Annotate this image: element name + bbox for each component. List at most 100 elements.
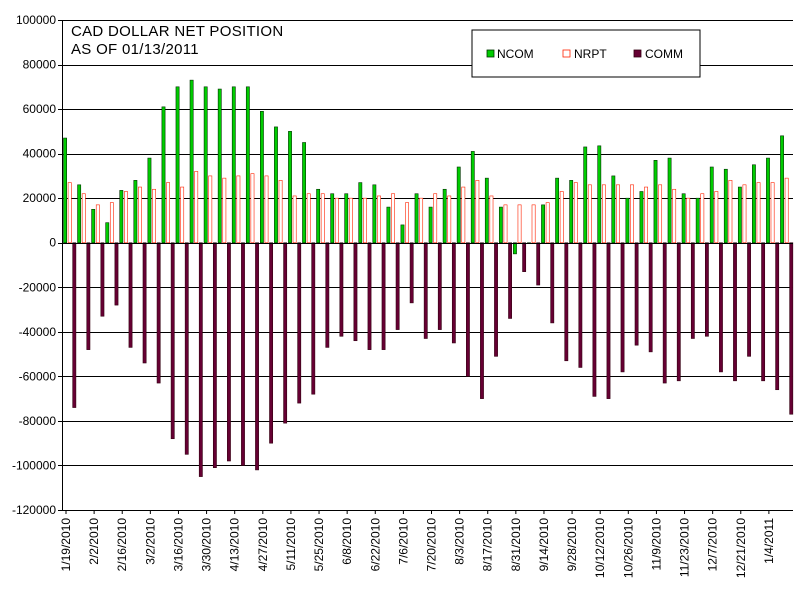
- bar-ncom-14: [260, 111, 264, 244]
- bar-comm-45: [704, 242, 709, 337]
- y-tick-label-9: -80000: [19, 414, 57, 428]
- bar-ncom-23: [386, 206, 391, 244]
- bar-nrpt-38: [601, 184, 606, 244]
- legend-label-nrpt: NRPT: [574, 47, 607, 61]
- x-tick-label-20: 10/26/2010: [621, 518, 635, 578]
- x-tick-label-15: 8/17/2010: [481, 518, 495, 572]
- bar-nrpt-29: [475, 180, 480, 244]
- bar-nrpt-19: [334, 197, 339, 244]
- bar-nrpt-30: [489, 195, 494, 244]
- bar-comm-21: [367, 242, 372, 350]
- x-tick-label-8: 5/11/2010: [284, 518, 298, 571]
- bar-ncom-12: [231, 86, 236, 244]
- bar-nrpt-0: [67, 182, 72, 244]
- legend-box: [471, 29, 701, 78]
- bar-ncom-46: [709, 166, 714, 244]
- bar-comm-43: [676, 242, 681, 382]
- bar-comm-51: [789, 242, 794, 415]
- bar-nrpt-4: [124, 191, 128, 244]
- bar-nrpt-40: [630, 184, 634, 244]
- bar-nrpt-10: [208, 175, 213, 244]
- bar-comm-33: [536, 242, 541, 286]
- bar-comm-15: [283, 242, 288, 424]
- y-axis-ticks: 100000 80000 60000 40000 20000 0 -20000 -40000 -…: [12, 13, 62, 517]
- bar-nrpt-28: [461, 186, 466, 244]
- y-tick-label-1: 80000: [23, 58, 57, 72]
- bar-ncom-45: [695, 197, 700, 244]
- x-tick-label-14: 8/3/2010: [453, 518, 467, 565]
- legend-swatch-nrpt: [562, 49, 571, 58]
- bar-ncom-19: [330, 193, 335, 244]
- bar-ncom-41: [639, 191, 644, 244]
- legend-label-comm: COMM: [645, 47, 683, 61]
- x-tick-label-22: 11/23/2010: [678, 518, 692, 577]
- bar-comm-50: [775, 242, 780, 391]
- bar-ncom-20: [344, 193, 349, 244]
- x-tick-label-17: 9/14/2010: [537, 518, 551, 572]
- bar-comm-0: [72, 242, 77, 408]
- bar-comm-5: [142, 242, 147, 364]
- bar-ncom-30: [484, 177, 489, 244]
- bar-ncom-43: [667, 157, 672, 244]
- bar-nrpt-31: [503, 204, 508, 244]
- bar-ncom-5: [133, 180, 138, 244]
- bar-nrpt-7: [166, 182, 171, 244]
- bar-ncom-44: [681, 193, 686, 244]
- x-tick-label-11: 6/22/2010: [368, 518, 382, 572]
- bar-nrpt-49: [756, 182, 761, 244]
- bar-nrpt-22: [377, 195, 381, 244]
- bar-ncom-3: [105, 222, 110, 244]
- bar-nrpt-11: [222, 177, 227, 244]
- bar-nrpt-47: [728, 180, 733, 244]
- bar-comm-47: [733, 242, 737, 382]
- bar-ncom-50: [766, 157, 770, 244]
- x-tick-label-3: 3/2/2010: [143, 518, 157, 565]
- bar-ncom-17: [302, 142, 306, 244]
- y-tick-label-3: 40000: [23, 147, 57, 161]
- bar-nrpt-16: [292, 195, 297, 244]
- bar-ncom-51: [780, 135, 784, 244]
- bar-comm-40: [634, 242, 639, 346]
- bar-nrpt-5: [138, 186, 142, 244]
- bar-nrpt-43: [672, 188, 677, 244]
- bar-ncom-18: [316, 188, 321, 244]
- bar-ncom-32: [513, 242, 517, 255]
- bar-nrpt-26: [433, 193, 438, 244]
- bar-comm-28: [466, 242, 470, 377]
- bar-ncom-26: [428, 206, 433, 244]
- bar-comm-18: [325, 242, 330, 348]
- bar-ncom-4: [119, 190, 124, 244]
- bar-ncom-7: [161, 106, 166, 244]
- x-tick-label-4: 3/16/2010: [172, 518, 186, 572]
- x-tick-label-25: 1/4/2011: [762, 518, 776, 564]
- bar-nrpt-9: [194, 171, 199, 244]
- bar-nrpt-13: [250, 173, 255, 244]
- chart-title-line-2: AS OF 01/13/2011: [71, 41, 199, 58]
- bar-comm-9: [198, 242, 203, 477]
- bar-ncom-39: [611, 175, 616, 244]
- bar-comm-35: [564, 242, 569, 362]
- bar-comm-7: [170, 242, 175, 440]
- bar-nrpt-15: [278, 180, 283, 244]
- bar-nrpt-8: [180, 186, 185, 244]
- bar-nrpt-34: [545, 202, 550, 244]
- bar-nrpt-48: [742, 184, 747, 244]
- bar-nrpt-3: [109, 202, 114, 244]
- chart-title-line-1: CAD DOLLAR NET POSITION: [71, 23, 284, 40]
- bar-comm-16: [297, 242, 302, 404]
- x-tick-label-7: 4/27/2010: [256, 518, 270, 572]
- x-tick-label-16: 8/31/2010: [509, 518, 523, 572]
- y-tick-label-8: -60000: [19, 369, 57, 383]
- bar-nrpt-23: [391, 193, 395, 244]
- bar-nrpt-24: [405, 202, 409, 244]
- bar-ncom-38: [597, 145, 602, 244]
- bar-nrpt-36: [573, 182, 578, 244]
- bar-comm-2: [100, 242, 105, 317]
- bar-nrpt-41: [644, 186, 648, 244]
- bar-comm-41: [648, 242, 653, 353]
- legend-label-ncom: NCOM: [497, 47, 534, 61]
- chart-title: CAD DOLLAR NET POSITION AS OF 01/13/2011: [71, 23, 284, 58]
- bar-ncom-40: [625, 197, 630, 244]
